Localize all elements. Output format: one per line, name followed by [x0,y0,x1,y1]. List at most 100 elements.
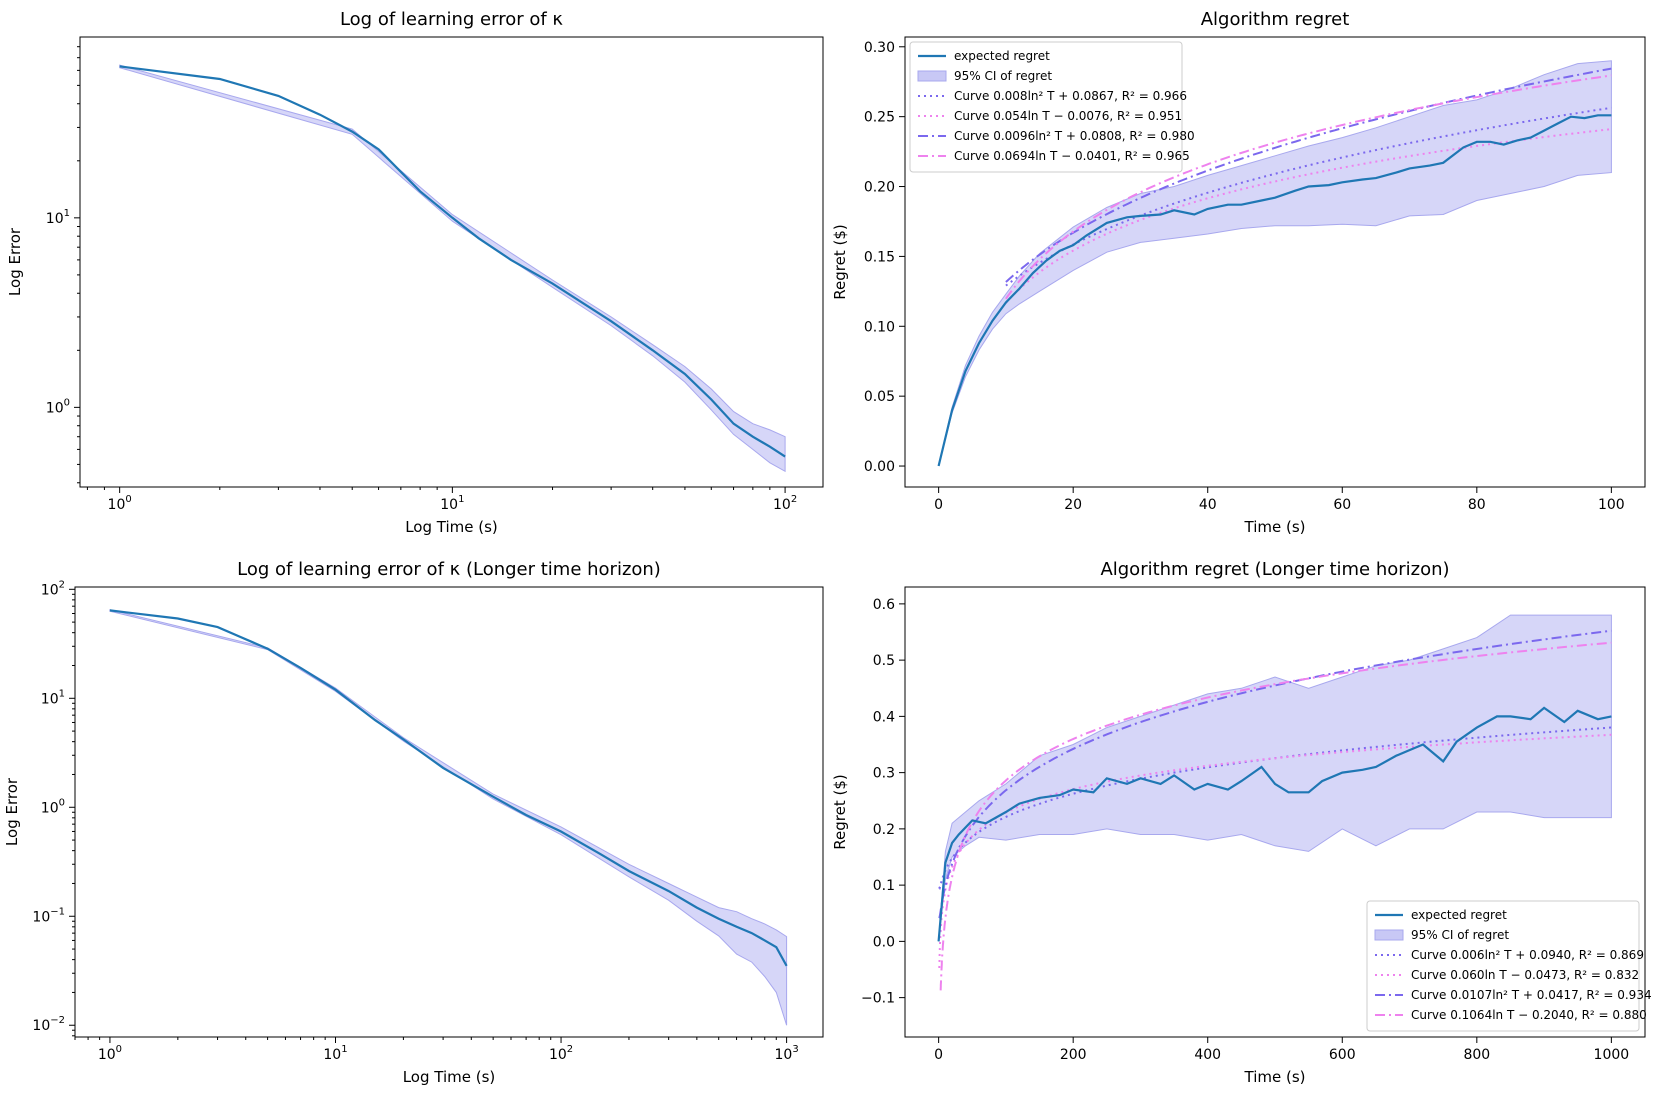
x-tick-label: 0 [934,497,943,513]
plot-area [937,60,1612,467]
y-tick-label: 101 [46,208,70,227]
plot-area [937,614,1612,991]
legend-swatch [917,70,947,82]
legend-label: expected regret [954,49,1050,63]
legend-box [1366,900,1640,1032]
x-tick-label: 400 [1194,1047,1221,1063]
y-tick-label: 10−1 [32,906,65,925]
y-axis-label: Regret ($) [831,774,849,849]
chart-tr: 0 20 40 60 80 100 0.00 0.05 0.10 0.15 0.20 0.25 0.30… [831,9,1646,536]
y-tick-label: 0.1 [873,878,895,894]
mean-line [119,65,786,458]
legend-label: Curve 0.0096ln² T + 0.0808, R² = 0.980 [954,129,1195,143]
y-tick-label: 0.10 [864,319,895,335]
axes-frame [904,586,1646,1038]
legend-item: Curve 0.060ln T − 0.0473, R² = 0.832 [1375,968,1639,982]
y-tick-label: 102 [41,579,65,598]
x-tick-label: 20 [1064,497,1082,513]
x-axis-label: Log Time (s) [405,518,498,536]
mean-line [937,706,1612,942]
legend-item: expected regret [1375,908,1507,922]
legend-item: Curve 0.0107ln² T + 0.0417, R² = 0.934 [1375,988,1652,1002]
chart-title: Log of learning error of κ [340,9,563,30]
y-tick-label: 0.25 [864,110,895,126]
axes-frame [74,586,824,1038]
fit-curve-2 [1005,128,1612,304]
y-tick-label: 100 [41,797,65,816]
mean-line [109,609,788,967]
x-tick-label: 100 [98,1044,122,1063]
y-tick-label: 0.30 [864,40,895,56]
x-tick-label: 800 [1463,1047,1490,1063]
y-tick-label: 0.6 [873,597,895,613]
chart-title: Algorithm regret (Longer time horizon) [1100,559,1449,580]
fit-curve-2 [938,733,1612,968]
y-tick-label: 100 [46,397,70,416]
mean-line [937,114,1612,467]
legend-item: expected regret [918,49,1050,63]
legend-item: Curve 0.1064ln T − 0.2040, R² = 0.880 [1375,1008,1647,1022]
ticks: 0 200 400 600 800 1000 −0.1 0.0 0.1 0.2 0.3 0.4 0.5 0… [861,597,1629,1063]
x-tick-label: 60 [1333,497,1351,513]
x-axis-label: Log Time (s) [403,1068,496,1086]
ticks: 100 101 102 100 101 [46,46,797,513]
x-tick-label: 0 [934,1047,943,1063]
chart-title: Log of learning error of κ (Longer time … [237,559,661,580]
legend-label: 95% CI of regret [954,69,1052,83]
legend-label: Curve 0.1064ln T − 0.2040, R² = 0.880 [1411,1008,1647,1022]
y-tick-label: 0.4 [873,709,895,725]
legend-label: expected regret [1411,908,1507,922]
y-tick-label: 0.2 [873,822,895,838]
legend-label: Curve 0.008ln² T + 0.0867, R² = 0.966 [954,89,1187,103]
ci-band [119,64,786,473]
y-tick-label: 0.00 [864,459,895,475]
legend-label: Curve 0.006ln² T + 0.0940, R² = 0.869 [1411,948,1644,962]
x-tick-label: 1000 [1594,1047,1630,1063]
legend-label: Curve 0.054ln T − 0.0076, R² = 0.951 [954,109,1182,123]
chart-tl: 100 101 102 100 101 Log of learning error of … [6,9,824,536]
fit-curve-3 [1005,67,1612,283]
ticks: 100 101 102 103 10−2 10−1 100 101 102 [32,579,798,1063]
y-tick-label: 0.20 [864,180,895,196]
legend-label: Curve 0.0694ln T − 0.0401, R² = 0.965 [954,149,1190,163]
y-tick-label: 101 [41,688,65,707]
legend-swatch [1374,929,1404,941]
x-tick-label: 100 [108,494,132,513]
x-tick-label: 102 [773,494,797,513]
fit-curve-4 [1005,74,1612,300]
legend-item: 95% CI of regret [1374,928,1509,942]
y-tick-label: 10−2 [32,1015,65,1034]
axes-frame [79,36,824,488]
x-axis-label: Time (s) [1244,518,1306,536]
x-tick-label: 101 [323,1044,347,1063]
x-tick-label: 103 [775,1044,799,1063]
y-tick-label: 0.0 [873,934,895,950]
y-axis-label: Regret ($) [831,224,849,299]
legend-box [909,41,1183,173]
legend-item: Curve 0.054ln T − 0.0076, R² = 0.951 [918,109,1182,123]
legend-item: 95% CI of regret [917,69,1052,83]
legend-item: Curve 0.0096ln² T + 0.0808, R² = 0.980 [918,129,1195,143]
chart-bl: 100 101 102 103 10−2 10−1 100 101 102 Log of lear… [3,559,824,1086]
x-tick-label: 101 [440,494,464,513]
y-tick-label: −0.1 [861,991,895,1007]
legend-label: Curve 0.060ln T − 0.0473, R² = 0.832 [1411,968,1639,982]
plot-area [109,609,788,1026]
x-tick-label: 100 [1598,497,1625,513]
legend-item: Curve 0.0694ln T − 0.0401, R² = 0.965 [918,149,1190,163]
y-axis-label: Log Error [6,227,24,296]
ticks: 0 20 40 60 80 100 0.00 0.05 0.10 0.15 0.20 0.25 0.30 [864,40,1625,513]
axes-frame [904,36,1646,488]
x-tick-label: 600 [1329,1047,1356,1063]
legend: expected regret 95% CI of regret Curve 0.0… [1366,900,1652,1032]
x-tick-label: 102 [549,1044,573,1063]
legend-item: Curve 0.006ln² T + 0.0940, R² = 0.869 [1375,948,1644,962]
plot-area [119,64,786,473]
chart-br: 0 200 400 600 800 1000 −0.1 0.0 0.1 0.2 0.3 0.4 0.5 0… [831,559,1652,1086]
x-tick-label: 40 [1199,497,1217,513]
x-tick-label: 200 [1060,1047,1087,1063]
y-tick-label: 0.05 [864,389,895,405]
chart-title: Algorithm regret [1201,9,1350,30]
